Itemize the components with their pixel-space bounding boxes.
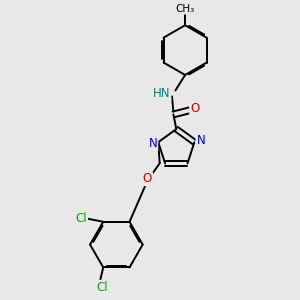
Text: N: N <box>148 137 158 150</box>
Text: Cl: Cl <box>96 281 108 294</box>
Text: Cl: Cl <box>76 212 87 225</box>
Text: CH₃: CH₃ <box>176 4 195 14</box>
Text: N: N <box>196 134 205 147</box>
Text: HN: HN <box>153 88 170 100</box>
Text: O: O <box>143 172 152 185</box>
Text: O: O <box>190 102 200 115</box>
